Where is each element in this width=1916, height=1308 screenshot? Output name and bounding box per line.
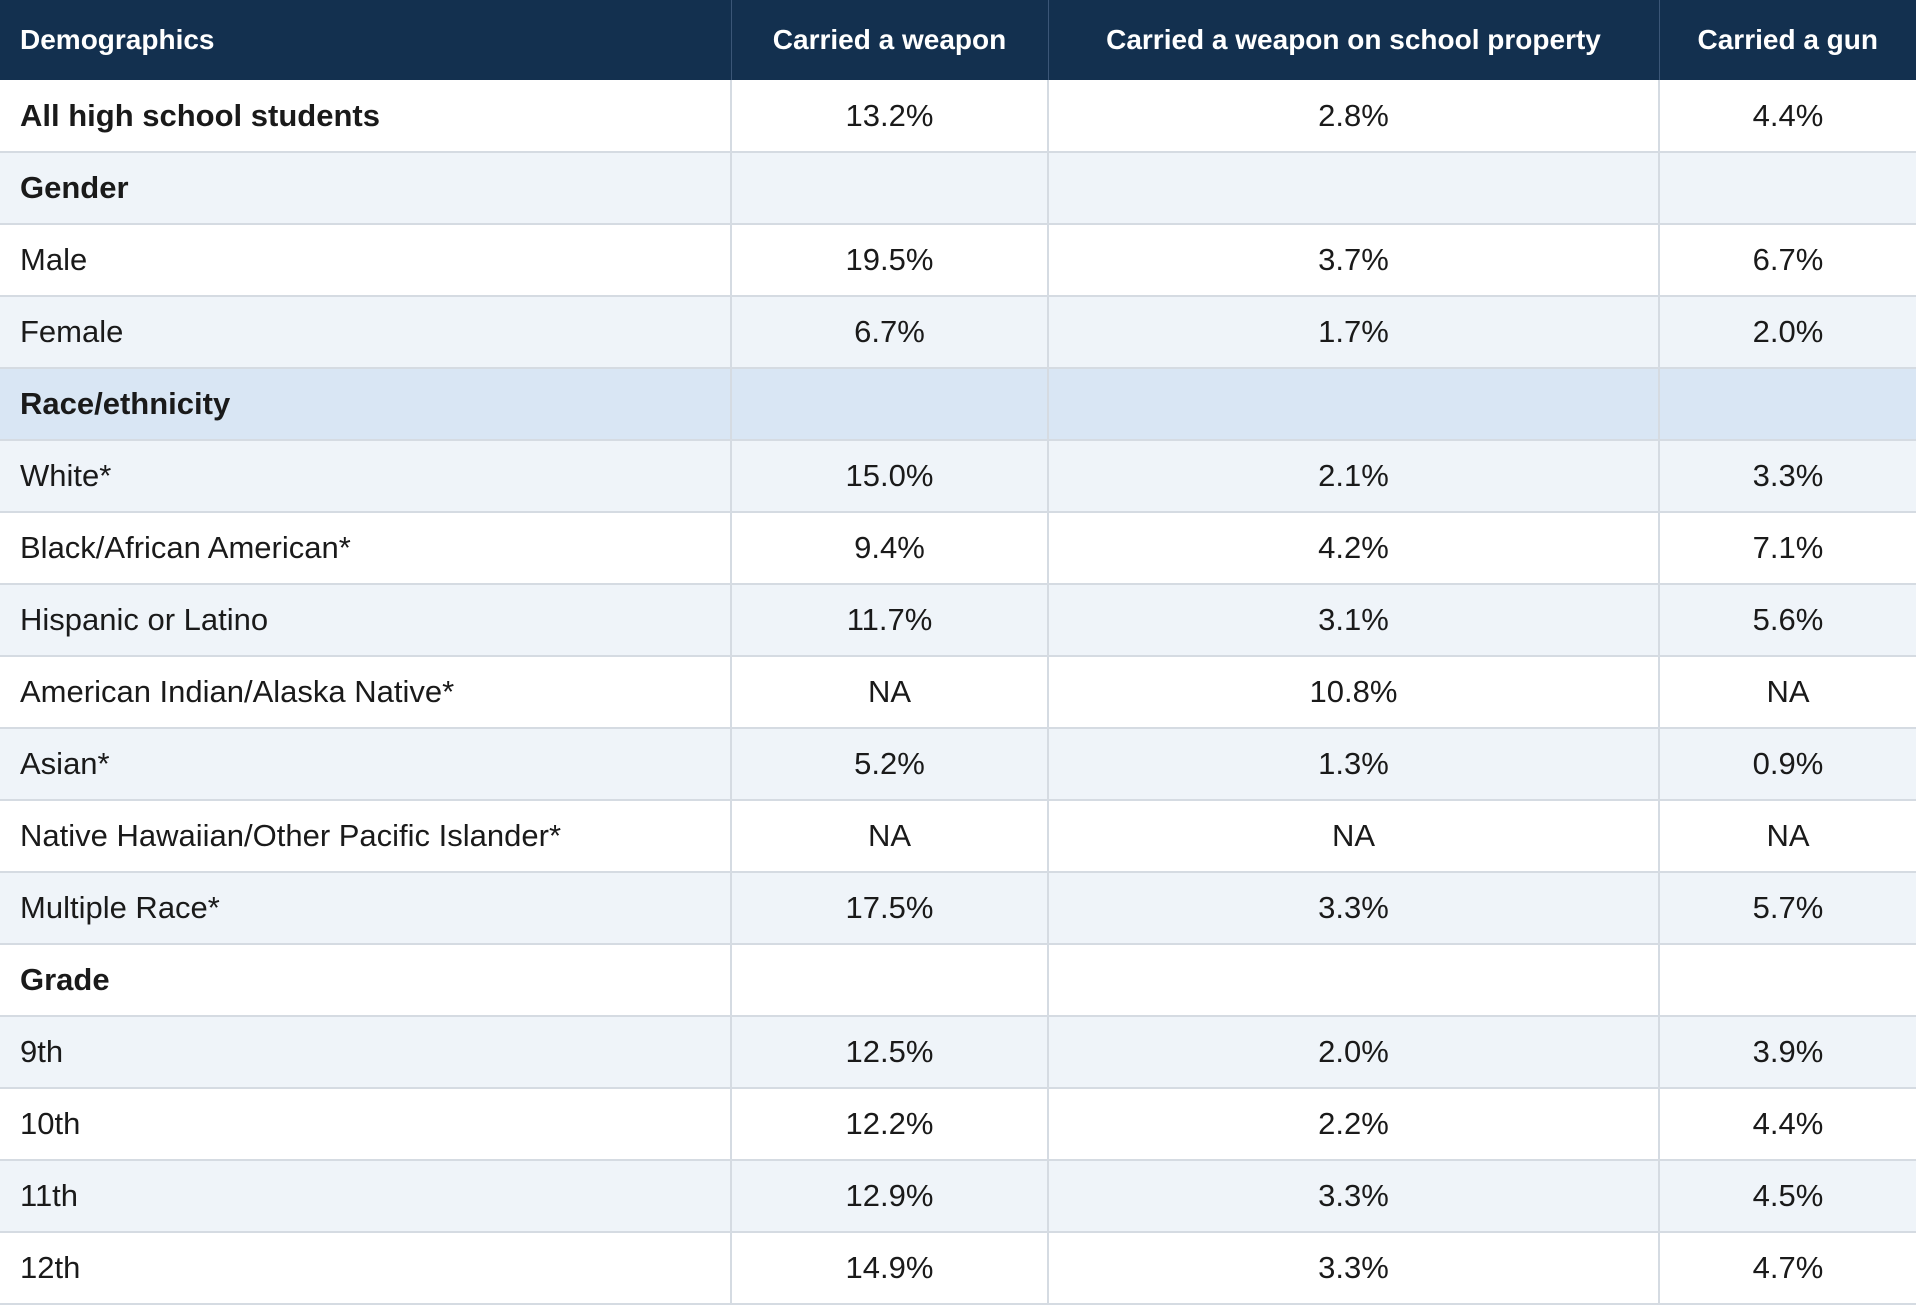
cell-carried-weapon-school: 4.2% [1047, 512, 1659, 585]
table-row: Multiple Race* 17.5% 3.3% 5.7% [0, 872, 1916, 945]
cell-carried-gun: 5.6% [1658, 584, 1916, 657]
row-label: White* [0, 440, 731, 513]
cell-carried-gun: 7.1% [1658, 512, 1916, 585]
cell-carried-weapon-school [1047, 944, 1659, 1017]
row-label: Multiple Race* [0, 872, 731, 945]
header-demographics[interactable]: Demographics [20, 24, 215, 55]
row-label: Asian* [0, 728, 731, 801]
table-row: Black/African American* 9.4% 4.2% 7.1% [0, 512, 1916, 585]
table-row: 9th 12.5% 2.0% 3.9% [0, 1016, 1916, 1089]
cell-carried-weapon-school: 3.7% [1047, 224, 1659, 297]
cell-carried-weapon-school [1047, 368, 1659, 441]
cell-carried-weapon: NA [730, 656, 1048, 729]
cell-carried-weapon-school [1047, 152, 1659, 225]
table-header: Demographics Carried a weapon Carried a … [0, 0, 1916, 80]
cell-carried-weapon: 12.5% [730, 1016, 1048, 1089]
row-group-label: Race/ethnicity [0, 368, 731, 441]
cell-carried-gun [1658, 152, 1916, 225]
header-carried-weapon-school[interactable]: Carried a weapon on school property [1047, 0, 1659, 80]
table-row: Male 19.5% 3.7% 6.7% [0, 224, 1916, 297]
cell-carried-weapon: 19.5% [730, 224, 1048, 297]
row-group-label: All high school students [0, 80, 731, 153]
cell-carried-weapon: 12.2% [730, 1088, 1048, 1161]
row-label: Hispanic or Latino [0, 584, 731, 657]
cell-carried-gun: NA [1658, 800, 1916, 873]
row-label: Native Hawaiian/Other Pacific Islander* [0, 800, 731, 873]
cell-carried-weapon: 9.4% [730, 512, 1048, 585]
row-label: 12th [0, 1232, 731, 1305]
header-carried-gun[interactable]: Carried a gun [1658, 0, 1916, 80]
row-label: 11th [0, 1160, 731, 1233]
table-row: All high school students 13.2% 2.8% 4.4% [0, 80, 1916, 153]
cell-carried-weapon-school: 2.0% [1047, 1016, 1659, 1089]
cell-carried-weapon: 6.7% [730, 296, 1048, 369]
header-row: Demographics Carried a weapon Carried a … [0, 0, 1916, 80]
cell-carried-gun: 0.9% [1658, 728, 1916, 801]
row-label: 10th [0, 1088, 731, 1161]
cell-carried-weapon-school: 3.3% [1047, 1160, 1659, 1233]
cell-carried-weapon-school: 3.1% [1047, 584, 1659, 657]
cell-carried-weapon: 14.9% [730, 1232, 1048, 1305]
row-label: American Indian/Alaska Native* [0, 656, 731, 729]
cell-carried-weapon-school: NA [1047, 800, 1659, 873]
header-carried-weapon[interactable]: Carried a weapon [730, 0, 1048, 80]
cell-carried-gun: 4.4% [1658, 80, 1916, 153]
table-row: Race/ethnicity [0, 368, 1916, 441]
table-row: Asian* 5.2% 1.3% 0.9% [0, 728, 1916, 801]
cell-carried-weapon-school: 2.2% [1047, 1088, 1659, 1161]
cell-carried-weapon-school: 3.3% [1047, 872, 1659, 945]
table-row: American Indian/Alaska Native* NA 10.8% NA [0, 656, 1916, 729]
table-body: All high school students 13.2% 2.8% 4.4% Gen… [0, 80, 1916, 1305]
row-label: 9th [0, 1016, 731, 1089]
cell-carried-weapon: 13.2% [730, 80, 1048, 153]
cell-carried-weapon-school: 2.8% [1047, 80, 1659, 153]
table-row: 11th 12.9% 3.3% 4.5% [0, 1160, 1916, 1233]
cell-carried-gun: 4.4% [1658, 1088, 1916, 1161]
cell-carried-gun [1658, 944, 1916, 1017]
row-label: Female [0, 296, 731, 369]
cell-carried-weapon-school: 1.3% [1047, 728, 1659, 801]
cell-carried-weapon: 12.9% [730, 1160, 1048, 1233]
cell-carried-gun: 5.7% [1658, 872, 1916, 945]
cell-carried-weapon-school: 3.3% [1047, 1232, 1659, 1305]
cell-carried-weapon-school: 10.8% [1047, 656, 1659, 729]
table-row: White* 15.0% 2.1% 3.3% [0, 440, 1916, 513]
cell-carried-gun: 3.3% [1658, 440, 1916, 513]
table-row: 12th 14.9% 3.3% 4.7% [0, 1232, 1916, 1305]
cell-carried-weapon: 15.0% [730, 440, 1048, 513]
cell-carried-weapon [730, 944, 1048, 1017]
cell-carried-gun: 6.7% [1658, 224, 1916, 297]
table-row: Native Hawaiian/Other Pacific Islander* N… [0, 800, 1916, 873]
cell-carried-weapon: 5.2% [730, 728, 1048, 801]
cell-carried-gun [1658, 368, 1916, 441]
cell-carried-weapon [730, 152, 1048, 225]
table-row: 10th 12.2% 2.2% 4.4% [0, 1088, 1916, 1161]
cell-carried-gun: NA [1658, 656, 1916, 729]
row-label: Black/African American* [0, 512, 731, 585]
row-label: Male [0, 224, 731, 297]
cell-carried-weapon: 17.5% [730, 872, 1048, 945]
table-row: Hispanic or Latino 11.7% 3.1% 5.6% [0, 584, 1916, 657]
cell-carried-weapon: 11.7% [730, 584, 1048, 657]
table-row: Female 6.7% 1.7% 2.0% [0, 296, 1916, 369]
row-group-label: Grade [0, 944, 731, 1017]
cell-carried-weapon: NA [730, 800, 1048, 873]
cell-carried-gun: 4.5% [1658, 1160, 1916, 1233]
cell-carried-weapon [730, 368, 1048, 441]
cell-carried-gun: 2.0% [1658, 296, 1916, 369]
cell-carried-gun: 3.9% [1658, 1016, 1916, 1089]
table-row: Grade [0, 944, 1916, 1017]
cell-carried-weapon-school: 1.7% [1047, 296, 1659, 369]
cell-carried-weapon-school: 2.1% [1047, 440, 1659, 513]
row-group-label: Gender [0, 152, 731, 225]
table-row: Gender [0, 152, 1916, 225]
cell-carried-gun: 4.7% [1658, 1232, 1916, 1305]
